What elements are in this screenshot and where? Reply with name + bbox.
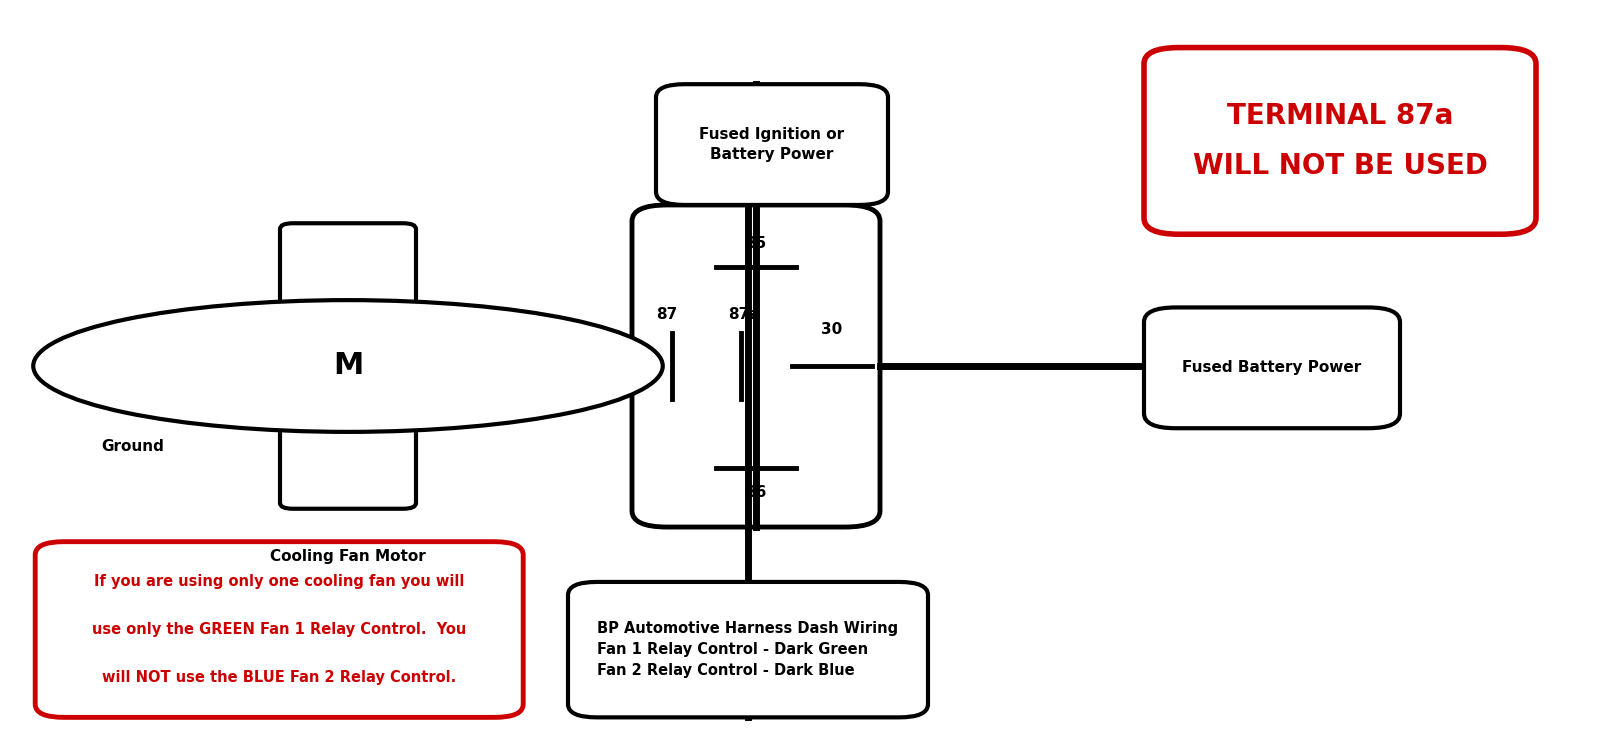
FancyBboxPatch shape <box>35 542 523 717</box>
FancyBboxPatch shape <box>1144 307 1400 428</box>
Text: M: M <box>333 351 363 381</box>
Text: TERMINAL 87a
WILL NOT BE USED: TERMINAL 87a WILL NOT BE USED <box>1192 102 1488 180</box>
Text: BP Automotive Harness Dash Wiring
Fan 1 Relay Control - Dark Green
Fan 2 Relay C: BP Automotive Harness Dash Wiring Fan 1 … <box>597 621 899 678</box>
Text: Cooling Fan Motor: Cooling Fan Motor <box>270 549 426 564</box>
Text: 85: 85 <box>746 236 766 251</box>
Text: Fused Battery Power: Fused Battery Power <box>1182 360 1362 376</box>
FancyBboxPatch shape <box>632 205 880 527</box>
Text: 30: 30 <box>821 322 843 337</box>
Text: If you are using only one cooling fan you will: If you are using only one cooling fan yo… <box>94 574 464 589</box>
Text: Ground: Ground <box>101 439 165 454</box>
Text: use only the GREEN Fan 1 Relay Control.  You: use only the GREEN Fan 1 Relay Control. … <box>93 622 466 637</box>
FancyBboxPatch shape <box>280 223 416 509</box>
Text: 87a: 87a <box>728 307 760 322</box>
FancyBboxPatch shape <box>568 582 928 717</box>
Text: Fused Ignition or
Battery Power: Fused Ignition or Battery Power <box>699 127 845 162</box>
FancyBboxPatch shape <box>1144 48 1536 234</box>
Text: 86: 86 <box>746 485 766 499</box>
Text: 87: 87 <box>656 307 678 322</box>
FancyBboxPatch shape <box>656 84 888 205</box>
Ellipse shape <box>34 300 662 432</box>
Text: will NOT use the BLUE Fan 2 Relay Control.: will NOT use the BLUE Fan 2 Relay Contro… <box>102 670 456 685</box>
